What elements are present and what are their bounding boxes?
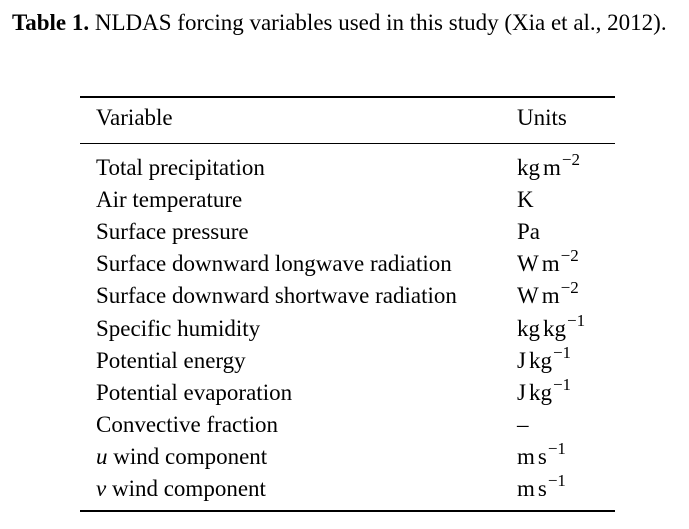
table-bottom-rule (80, 510, 615, 512)
variable-name: Convective fraction (96, 411, 279, 437)
unit-symbol: m (543, 155, 561, 180)
variable-cell: u wind component (96, 441, 267, 473)
unit-exponent: −2 (560, 278, 579, 298)
variable-name: wind component (107, 443, 268, 469)
variable-cell: Specific humidity (96, 313, 260, 345)
table-row: Surface pressure Pa (0, 216, 689, 248)
variable-symbol: u (96, 443, 108, 469)
caption-text: NLDAS forcing variables used in this stu… (89, 10, 667, 35)
variable-name: Potential evaporation (96, 379, 293, 405)
unit-exponent: −2 (560, 246, 579, 266)
variable-cell: Surface pressure (96, 216, 249, 248)
table-row: Total precipitation kg m−2 (0, 150, 689, 186)
unit-cell: Pa (517, 216, 540, 248)
variable-cell: Potential energy (96, 345, 246, 377)
variable-name: Air temperature (96, 187, 243, 213)
header-units: Units (517, 105, 567, 130)
table-row: u wind component m s−1 (0, 438, 689, 475)
unit-symbol: kg (528, 347, 552, 373)
table-header-rule (80, 143, 615, 144)
variable-name: Potential energy (96, 347, 246, 373)
unit-exponent: −1 (547, 471, 566, 490)
unit-symbol: m (517, 443, 535, 469)
unit-symbol: s (537, 443, 547, 469)
variable-name: Surface downward shortwave radiation (96, 283, 457, 309)
caption-label: Table 1. (12, 10, 90, 35)
variable-cell: v wind component (96, 473, 266, 505)
variable-cell: Air temperature (96, 184, 242, 216)
unit-cell: m s−1 (517, 438, 566, 475)
unit-cell: K (517, 184, 534, 216)
unit-cell: m s−1 (517, 471, 566, 507)
variable-cell: Surface downward longwave radiation (96, 248, 452, 280)
unit-cell: – (517, 409, 529, 441)
unit-exponent: −2 (561, 150, 580, 169)
variable-name: Surface pressure (96, 219, 249, 245)
variable-name: Total precipitation (96, 155, 265, 180)
unit-symbol: kg (543, 315, 566, 341)
unit-cell: kg kg−1 (517, 310, 586, 347)
unit-exponent: −1 (552, 342, 572, 362)
unit-exponent: −1 (552, 374, 572, 394)
unit-symbol: m (541, 283, 560, 309)
unit-symbol: m (541, 251, 560, 277)
table-row: Specific humidity kg kg−1 (0, 310, 689, 347)
unit-exponent: −1 (567, 310, 586, 330)
variable-name: wind component (106, 476, 266, 501)
variable-symbol: v (96, 476, 107, 501)
variable-cell: Surface downward shortwave radiation (96, 280, 457, 312)
table-row: Air temperature K (0, 184, 689, 216)
variable-cell: Potential evaporation (96, 377, 292, 409)
table-top-rule (80, 96, 615, 98)
table-caption: Table 1. NLDAS forcing variables used in… (12, 8, 680, 38)
unit-symbol: W (517, 283, 539, 309)
unit-symbol: J (517, 347, 526, 373)
unit-exponent: −1 (547, 438, 566, 458)
unit-symbol: K (517, 187, 534, 213)
unit-symbol: – (517, 411, 529, 437)
variable-cell: Total precipitation (96, 152, 265, 184)
unit-symbol: J (517, 379, 526, 405)
unit-symbol: kg (517, 315, 540, 341)
unit-symbol: W (517, 251, 539, 277)
unit-symbol: m (517, 476, 535, 501)
variable-name: Surface downward longwave radiation (96, 251, 452, 277)
unit-cell: kg m−2 (517, 150, 580, 186)
variable-name: Specific humidity (96, 315, 261, 341)
unit-symbol: kg (528, 379, 552, 405)
table-row: v wind component m s−1 (0, 471, 689, 507)
variable-cell: Convective fraction (96, 409, 278, 441)
unit-symbol: Pa (517, 219, 540, 245)
header-variable: Variable (96, 105, 173, 130)
unit-symbol: kg (517, 155, 540, 180)
table-row: Convective fraction – (0, 409, 689, 441)
unit-symbol: s (537, 476, 547, 501)
